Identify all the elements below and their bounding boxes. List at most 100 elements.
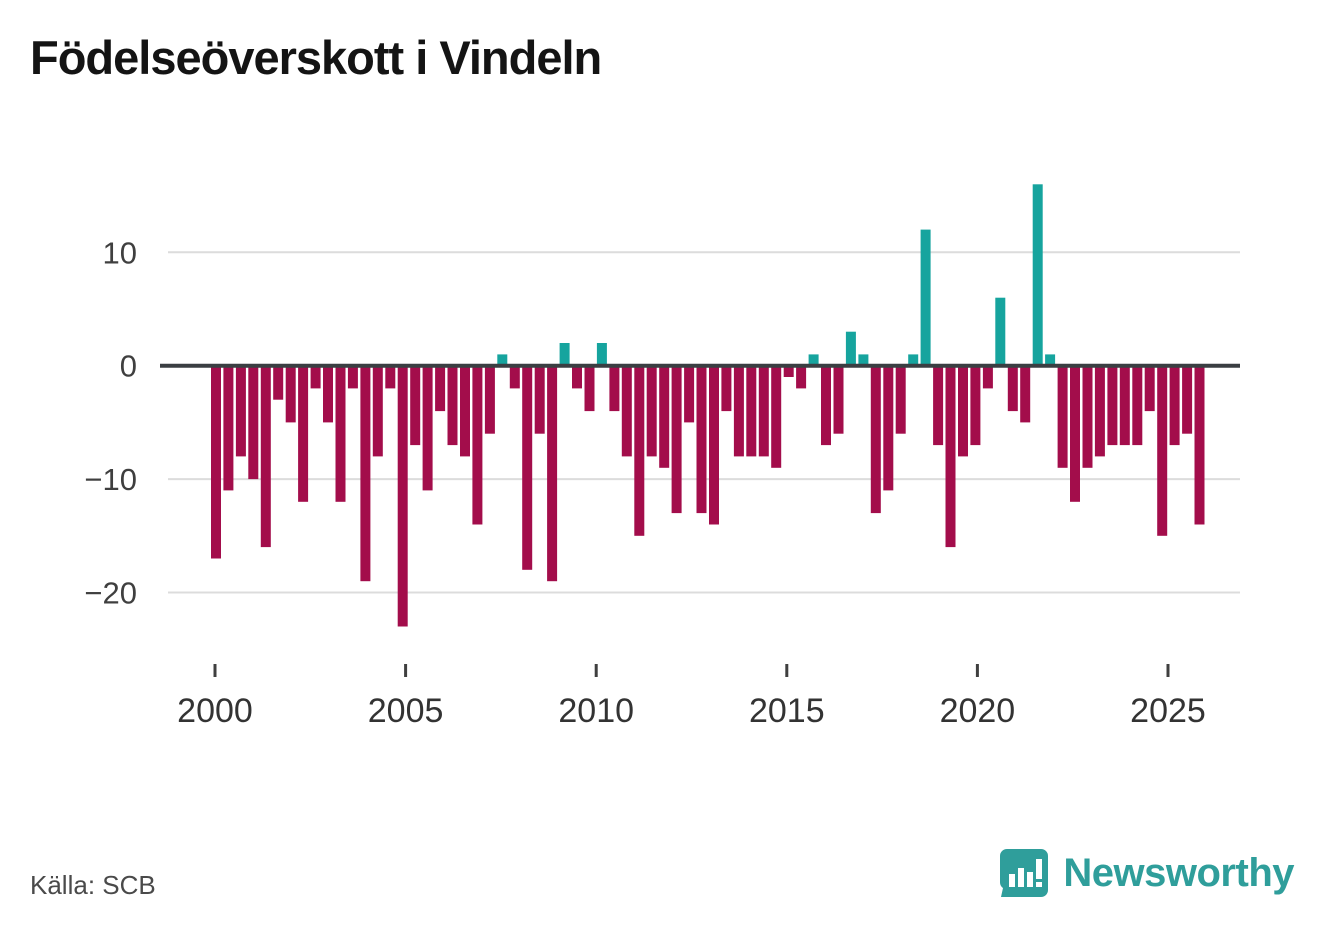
bar-period-54 bbox=[883, 365, 894, 491]
bar-period-2 bbox=[235, 365, 246, 457]
bar-period-50 bbox=[833, 365, 844, 434]
bar-period-0 bbox=[211, 365, 221, 559]
x-axis-label-2025: 2025 bbox=[1130, 692, 1206, 730]
bar-period-8 bbox=[310, 365, 321, 389]
y-axis-label-−20: −20 bbox=[84, 576, 137, 611]
bar-period-71 bbox=[1094, 365, 1105, 457]
bar-period-45 bbox=[771, 365, 782, 468]
bar-period-70 bbox=[1082, 365, 1093, 468]
bar-period-52 bbox=[858, 354, 869, 366]
bar-period-38 bbox=[684, 365, 695, 423]
bar-period-4 bbox=[260, 365, 271, 548]
bar-period-65 bbox=[1020, 365, 1031, 423]
bar-period-39 bbox=[696, 365, 707, 514]
logo-bar-2 bbox=[1018, 868, 1025, 887]
y-axis-label-10: 10 bbox=[103, 235, 137, 270]
bar-period-28 bbox=[559, 343, 570, 366]
bar-period-57 bbox=[920, 229, 931, 366]
bar-period-23 bbox=[497, 354, 508, 366]
bar-period-53 bbox=[870, 365, 881, 514]
x-axis-label-2000: 2000 bbox=[177, 692, 253, 730]
bar-period-60 bbox=[958, 365, 968, 457]
logo-bar-1 bbox=[1009, 874, 1016, 887]
newsworthy-wordmark: Newsworthy bbox=[1063, 850, 1294, 895]
bar-period-35 bbox=[646, 365, 657, 457]
logo-exclamation-dot bbox=[1036, 882, 1043, 887]
bar-period-47 bbox=[796, 365, 807, 389]
bar-period-37 bbox=[671, 365, 682, 514]
bar-period-32 bbox=[609, 365, 620, 412]
bar-period-51 bbox=[845, 331, 856, 366]
bar-period-19 bbox=[447, 365, 458, 446]
bar-period-24 bbox=[509, 365, 520, 389]
bar-period-20 bbox=[460, 365, 470, 457]
x-axis-label-2005: 2005 bbox=[368, 692, 444, 730]
logo-exclamation-bar bbox=[1036, 859, 1043, 879]
bar-period-22 bbox=[484, 365, 495, 434]
bar-period-59 bbox=[945, 365, 956, 548]
bar-period-29 bbox=[572, 365, 582, 389]
bar-period-44 bbox=[758, 365, 769, 457]
bar-period-42 bbox=[733, 365, 744, 457]
bar-period-76 bbox=[1157, 365, 1168, 536]
bar-period-69 bbox=[1070, 365, 1080, 502]
bar-period-25 bbox=[522, 365, 533, 570]
bar-period-30 bbox=[584, 365, 595, 412]
bar-period-11 bbox=[347, 365, 358, 389]
bar-period-14 bbox=[385, 365, 396, 389]
bar-period-15 bbox=[397, 365, 408, 627]
bar-period-43 bbox=[746, 365, 757, 457]
bar-period-73 bbox=[1119, 365, 1130, 446]
bar-period-13 bbox=[372, 365, 383, 457]
bar-period-27 bbox=[547, 365, 558, 582]
x-axis-label-2020: 2020 bbox=[940, 692, 1016, 730]
bar-period-18 bbox=[435, 365, 446, 412]
bar-period-34 bbox=[634, 365, 645, 536]
x-axis-label-2010: 2010 bbox=[558, 692, 634, 730]
bar-period-77 bbox=[1169, 365, 1180, 446]
bar-period-55 bbox=[895, 365, 906, 434]
chart-title: Födelseöverskott i Vindeln bbox=[30, 31, 602, 84]
newsworthy-logo: Newsworthy bbox=[999, 848, 1294, 898]
bar-period-9 bbox=[323, 365, 333, 423]
x-axis-label-2015: 2015 bbox=[749, 692, 825, 730]
bar-period-68 bbox=[1057, 365, 1068, 468]
bar-period-78 bbox=[1182, 365, 1193, 434]
bar-period-41 bbox=[721, 365, 732, 412]
bar-period-66 bbox=[1032, 184, 1043, 366]
bar-period-49 bbox=[821, 365, 831, 446]
bar-period-64 bbox=[1007, 365, 1018, 412]
bar-period-72 bbox=[1107, 365, 1118, 446]
bar-period-58 bbox=[933, 365, 944, 446]
bar-period-26 bbox=[534, 365, 545, 434]
bar-period-1 bbox=[223, 365, 234, 491]
y-axis-label-−10: −10 bbox=[84, 462, 137, 497]
bar-period-63 bbox=[995, 297, 1006, 366]
bar-period-16 bbox=[410, 365, 421, 446]
bar-period-10 bbox=[335, 365, 346, 502]
newsworthy-logo-icon bbox=[1000, 849, 1049, 897]
bar-period-17 bbox=[422, 365, 433, 491]
source-note: Källa: SCB bbox=[30, 870, 156, 900]
bar-period-31 bbox=[596, 343, 607, 366]
bar-period-75 bbox=[1144, 365, 1155, 412]
bar-period-36 bbox=[659, 365, 670, 468]
bar-period-79 bbox=[1194, 365, 1205, 525]
bar-period-46 bbox=[783, 365, 794, 377]
bar-period-33 bbox=[621, 365, 632, 457]
bar-period-12 bbox=[360, 365, 371, 582]
bar-period-74 bbox=[1132, 365, 1143, 446]
bar-period-48 bbox=[808, 354, 819, 366]
bar-period-6 bbox=[285, 365, 296, 423]
bar-period-62 bbox=[982, 365, 993, 389]
logo-bar-3 bbox=[1027, 872, 1034, 887]
birth-surplus-bar-chart: 10 0 −10 −20 2000 2005 2010 2015 2020 2025 bbox=[84, 184, 1240, 730]
bar-period-40 bbox=[709, 365, 719, 525]
bar-period-56 bbox=[908, 354, 919, 366]
y-axis-label-0: 0 bbox=[120, 349, 137, 384]
bar-period-5 bbox=[273, 365, 284, 400]
bar-period-61 bbox=[970, 365, 981, 446]
bar-period-7 bbox=[298, 365, 309, 502]
bar-period-3 bbox=[248, 365, 259, 480]
